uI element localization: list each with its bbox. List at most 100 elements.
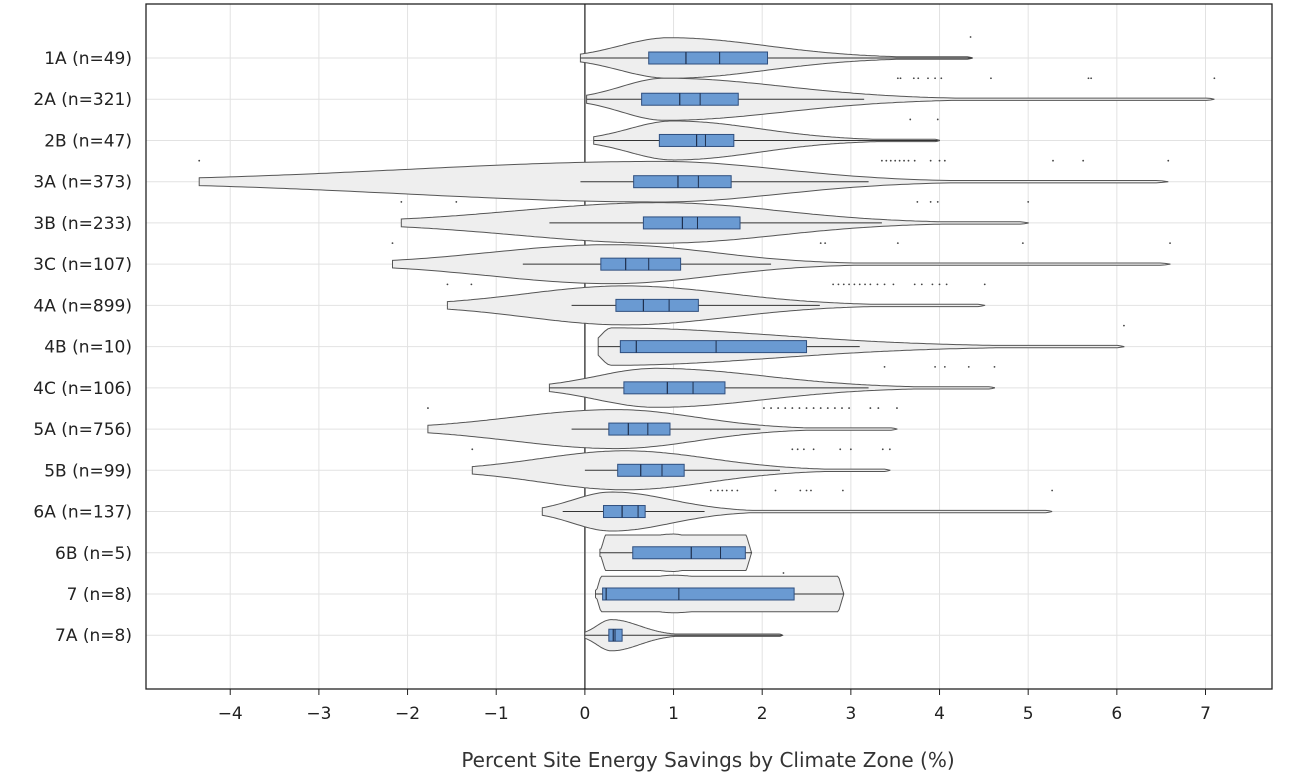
outlier-point: [198, 159, 201, 162]
violin-shape: [392, 244, 1171, 285]
outlier-point: [916, 201, 919, 203]
outlier-point: [993, 365, 996, 368]
outlier-point: [934, 77, 936, 80]
outlier-point: [841, 489, 844, 492]
outlier-point: [936, 201, 939, 203]
outlier-point: [858, 283, 861, 286]
outlier-point: [888, 448, 891, 451]
outlier-point: [819, 242, 822, 245]
iqr-box: [600, 257, 682, 271]
x-axis-ticks: −4 −3 −2 −1 0 1 2 3 4 5 6 7: [218, 689, 1211, 724]
outlier-point: [967, 365, 970, 368]
outlier-point: [470, 283, 473, 286]
outlier-point: [826, 407, 829, 409]
outlier-point: [833, 407, 836, 409]
outlier-point: [842, 283, 845, 286]
outlier-point: [936, 118, 939, 121]
outlier-point: [1169, 242, 1171, 245]
outlier-point: [1021, 242, 1024, 245]
outlier-point: [799, 489, 802, 492]
outlier-point: [969, 36, 972, 38]
iqr-box: [633, 175, 732, 189]
category-label: 3B (n=233): [33, 214, 132, 234]
category-label: 6A (n=137): [33, 503, 132, 523]
category-label: 4A (n=899): [33, 296, 132, 316]
outlier-point: [898, 159, 901, 162]
boxplot: [593, 133, 938, 147]
outlier-point: [471, 448, 474, 451]
outlier-point: [883, 283, 886, 286]
x-tick-label: 7: [1200, 704, 1211, 724]
iqr-box: [617, 463, 685, 477]
boxplot: [586, 92, 865, 106]
y-axis-category-labels: 1A (n=49) 2A (n=321) 2B (n=47) 3A (n=373) 3B…: [33, 49, 132, 646]
x-tick-label: −1: [484, 704, 509, 724]
outlier-point: [721, 489, 724, 492]
boxplot: [584, 463, 780, 477]
x-tick-label: 0: [579, 704, 590, 724]
outlier-point: [791, 407, 794, 409]
boxplot: [598, 340, 860, 354]
outlier-point: [881, 448, 884, 451]
violins: [198, 37, 1215, 652]
category-label: 5B (n=99): [44, 461, 132, 481]
x-tick-label: 3: [845, 704, 856, 724]
outlier-point: [455, 201, 458, 203]
outlier-point: [1051, 489, 1054, 492]
category-label: 7 (n=8): [67, 585, 132, 605]
boxplot: [580, 51, 973, 65]
x-tick-label: 4: [934, 704, 945, 724]
outlier-point: [832, 283, 835, 286]
outlier-point: [880, 159, 883, 162]
outlier-point: [802, 448, 805, 451]
outlier-point: [877, 407, 880, 409]
outlier-point: [446, 283, 449, 286]
boxplot: [584, 628, 783, 642]
outlier-point: [716, 489, 719, 492]
outlier-point: [805, 407, 808, 409]
outlier-point: [938, 159, 941, 162]
outlier-point: [731, 489, 733, 492]
outlier-point: [892, 283, 895, 286]
outlier-point: [782, 572, 785, 574]
outlier-point: [849, 448, 852, 451]
outlier-point: [894, 159, 897, 162]
boxplot: [549, 381, 869, 395]
boxplot: [562, 505, 705, 519]
outlier-point: [1087, 77, 1090, 80]
category-label: 6B (n=5): [55, 544, 132, 564]
boxplot: [595, 587, 844, 601]
outlier-point: [909, 118, 912, 121]
outlier-point: [876, 283, 879, 286]
outliers: [198, 36, 1216, 574]
outlier-point: [725, 489, 728, 492]
outlier-point: [883, 365, 886, 368]
outlier-point: [774, 489, 777, 492]
iqr-box: [615, 298, 699, 312]
iqr-box: [648, 51, 769, 65]
outlier-point: [899, 77, 902, 80]
outlier-point: [913, 283, 916, 286]
category-label: 5A (n=756): [33, 420, 132, 440]
iqr-box: [623, 381, 726, 395]
category-label: 3C (n=107): [33, 255, 132, 275]
outlier-point: [839, 448, 842, 451]
outlier-point: [1090, 77, 1093, 80]
outlier-point: [400, 201, 403, 203]
outlier-point: [945, 283, 948, 286]
x-tick-label: −2: [395, 704, 420, 724]
outlier-point: [736, 489, 739, 492]
outlier-point: [869, 283, 872, 286]
boxplot: [571, 422, 761, 436]
outlier-point: [940, 77, 943, 80]
outlier-point: [917, 77, 920, 80]
outlier-point: [763, 407, 765, 409]
iqr-box: [619, 340, 808, 354]
outlier-point: [938, 283, 941, 286]
category-label: 1A (n=49): [44, 49, 132, 69]
outlier-point: [896, 77, 899, 80]
x-tick-label: 5: [1023, 704, 1034, 724]
outlier-point: [819, 407, 822, 409]
outlier-point: [943, 365, 946, 368]
category-label: 4C (n=106): [33, 379, 132, 399]
